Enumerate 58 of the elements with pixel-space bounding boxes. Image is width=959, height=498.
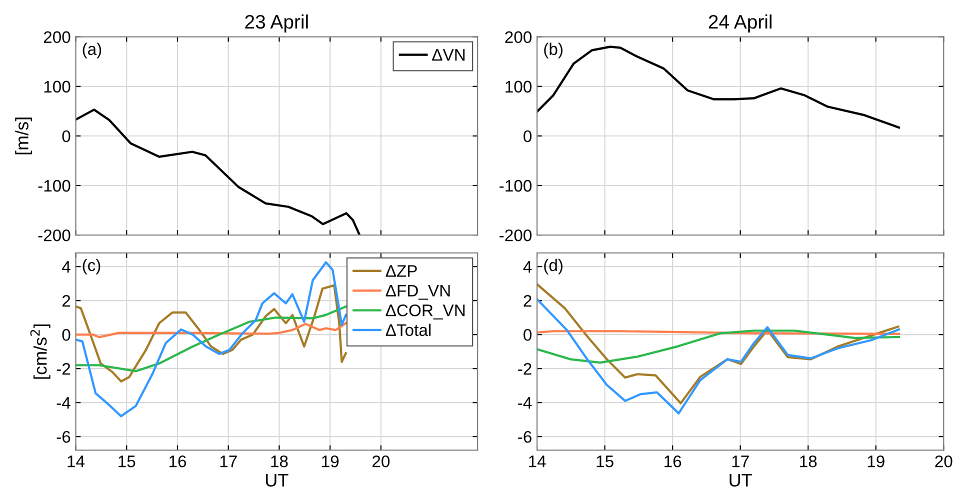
y-tick-label: 100 (44, 80, 70, 93)
x-tick-label: 18 (800, 455, 817, 468)
x-axis-title: UT (266, 474, 288, 487)
y-tick-label: 2 (524, 294, 532, 307)
y-tick-label: -100 (500, 180, 532, 192)
y-axis-title: [m/s] (15, 118, 32, 154)
x-tick-label: 16 (664, 455, 682, 468)
x-tick-label: 17 (732, 456, 749, 468)
line-series (76, 305, 347, 372)
annotation: (c) (82, 258, 100, 274)
x-tick-label: 20 (372, 455, 390, 468)
line-series (76, 284, 347, 382)
y-tick-label: -4 (518, 397, 532, 409)
y-tick-label: 0 (62, 130, 70, 142)
x-tick-label: 20 (935, 455, 952, 468)
y-tick-label: -4 (56, 397, 70, 409)
x-tick-label: 17 (220, 456, 237, 468)
line-series (76, 108, 361, 236)
x-tick-label: 14 (68, 456, 85, 468)
y-tick-label: -6 (56, 430, 70, 443)
y-tick-label: 100 (506, 80, 532, 93)
x-tick-label: 15 (596, 456, 614, 468)
x-tick-label: 14 (529, 456, 546, 468)
annotation: (d) (544, 258, 562, 274)
y-tick-label: 0 (524, 130, 532, 142)
line-series (537, 283, 900, 404)
x-axis-title: UT (730, 474, 752, 487)
y-tick-label: 200 (44, 31, 70, 44)
legend-label: ΔCOR_VN (386, 304, 465, 320)
legend-label: ΔFD_VN (386, 284, 450, 300)
legend-label: ΔVN (432, 49, 465, 61)
chart-title: 23 April (245, 14, 308, 33)
y-tick-label: 4 (523, 261, 532, 273)
y-tick-label: -100 (38, 180, 70, 192)
x-tick-label: 18 (271, 455, 288, 468)
line-series (76, 322, 347, 338)
chart-title: 24 April (708, 14, 772, 33)
line-series (537, 298, 900, 414)
y-tick-label: -2 (518, 362, 532, 375)
y-tick-label: 200 (505, 31, 532, 44)
y-tick-label: -2 (56, 362, 70, 375)
annotation: (b) (544, 42, 562, 58)
x-tick-label: 16 (169, 455, 186, 468)
y-tick-label: -6 (518, 430, 532, 443)
annotation: (a) (82, 42, 102, 58)
x-tick-label: 15 (118, 456, 136, 468)
y-tick-label: 0 (524, 328, 532, 341)
y-tick-label: 2 (62, 294, 70, 307)
y-axis-title: [cm/s$^{2}$] (30, 324, 50, 379)
legend-label: ΔZP (386, 265, 417, 277)
x-tick-label: 19 (868, 455, 884, 468)
y-tick-label: -200 (500, 229, 532, 242)
y-tick-label: 4 (62, 261, 70, 273)
y-tick-label: -200 (38, 229, 70, 242)
legend-label: ΔTotal (386, 324, 431, 336)
x-tick-label: 19 (322, 455, 339, 468)
line-series (537, 330, 900, 364)
y-tick-label: 0 (62, 328, 70, 341)
